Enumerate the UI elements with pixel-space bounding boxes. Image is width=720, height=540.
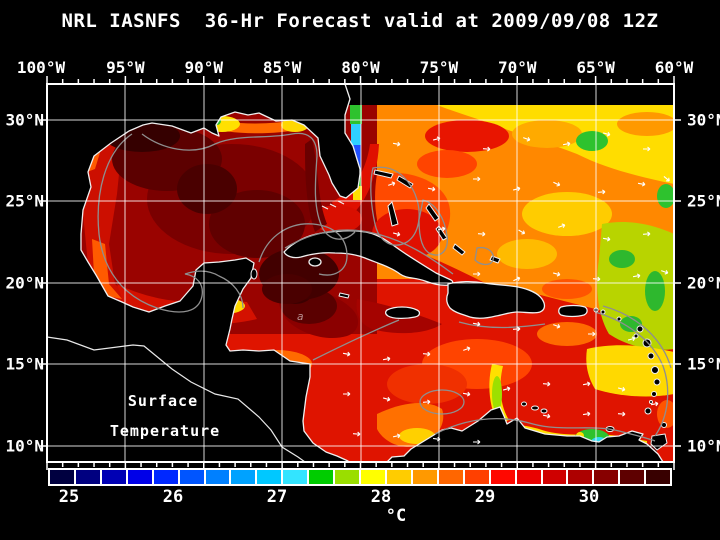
lat-axis-label: 30°N: [5, 110, 44, 130]
colorbar-cell: [412, 470, 437, 484]
colorbar-cell: [490, 470, 515, 484]
colorbar-cell: [646, 470, 671, 484]
lon-axis-label: 75°W: [419, 58, 459, 77]
colorbar-cell: [386, 470, 411, 484]
colorbar-cell: [231, 470, 256, 484]
cozumel: [250, 268, 258, 280]
lon-axis-label: 65°W: [576, 58, 615, 77]
colorbar-cell: [438, 470, 463, 484]
colorbar-cell: [283, 470, 308, 484]
colorbar-cell: [50, 470, 74, 484]
colorbar-cell: [127, 470, 152, 484]
colorbar-tick-label: 28: [370, 487, 392, 507]
overlay-small-label: a: [297, 310, 304, 323]
contour-lines: [97, 132, 672, 442]
colorbar-cell: [464, 470, 489, 484]
puerto-rico: [558, 304, 588, 318]
colorbar-cell: [257, 470, 282, 484]
colorbar-cell: [309, 470, 334, 484]
map-frame: [46, 83, 675, 463]
lat-axis-label: 10°N: [5, 436, 44, 456]
lon-axis-label: 60°W: [654, 58, 694, 77]
colorbar-cell: [101, 470, 126, 484]
lat-axis-label: 15°N: [687, 354, 720, 374]
isla-juventud: [308, 257, 322, 267]
colorbar-cell: [568, 470, 593, 484]
lon-axis-label: 85°W: [262, 58, 302, 77]
axis-tick-marks: [40, 76, 681, 470]
colorbar-cell: [75, 470, 100, 484]
lat-axis-label: 20°N: [687, 273, 720, 293]
lat-axis-label: 10°N: [687, 436, 720, 456]
colorbar-cell: [205, 470, 230, 484]
lat-axis-label: 20°N: [5, 273, 44, 293]
lat-axis-label: 30°N: [687, 110, 720, 130]
lon-axis-label: 95°W: [106, 58, 145, 77]
colorbar: [48, 468, 672, 486]
figure-title: NRL IASNFS 36-Hr Forecast valid at 2009/…: [61, 10, 659, 32]
bahamas: [373, 169, 501, 264]
colorbar-cell: [335, 470, 360, 484]
lat-axis-label: 25°N: [5, 191, 44, 211]
overlay-line1: Surface: [128, 392, 198, 410]
lat-axis-label: 25°N: [687, 191, 720, 211]
cayman: [338, 292, 350, 299]
colorbar-cell: [516, 470, 541, 484]
jamaica: [384, 306, 421, 320]
hispaniola: [446, 280, 546, 319]
colorbar-tick-label: 29: [474, 487, 496, 507]
colorbar-tick-label: 25: [58, 487, 80, 507]
colorbar-cell: [620, 470, 645, 484]
colorbar-cell: [542, 470, 567, 484]
graticule: [47, 84, 674, 462]
lon-axis-label: 70°W: [497, 58, 537, 77]
colorbar-tick-label: 30: [578, 487, 600, 507]
colorbar-cell: [153, 470, 178, 484]
lon-axis-label: 90°W: [184, 58, 224, 77]
overlay-line2: Temperature: [110, 422, 220, 440]
colorbar-cell: [594, 470, 619, 484]
colorbar-tick-label: 27: [266, 487, 288, 507]
colorbar-cell: [179, 470, 204, 484]
pacific-coastline: [47, 336, 306, 462]
lon-axis-label: 100°W: [16, 58, 66, 77]
colorbar-unit: °C: [385, 506, 407, 526]
lat-axis-label: 15°N: [5, 354, 44, 374]
colorbar-tick-label: 26: [162, 487, 184, 507]
colorbar-cell: [361, 470, 385, 484]
lon-axis-label: 80°W: [341, 58, 380, 77]
